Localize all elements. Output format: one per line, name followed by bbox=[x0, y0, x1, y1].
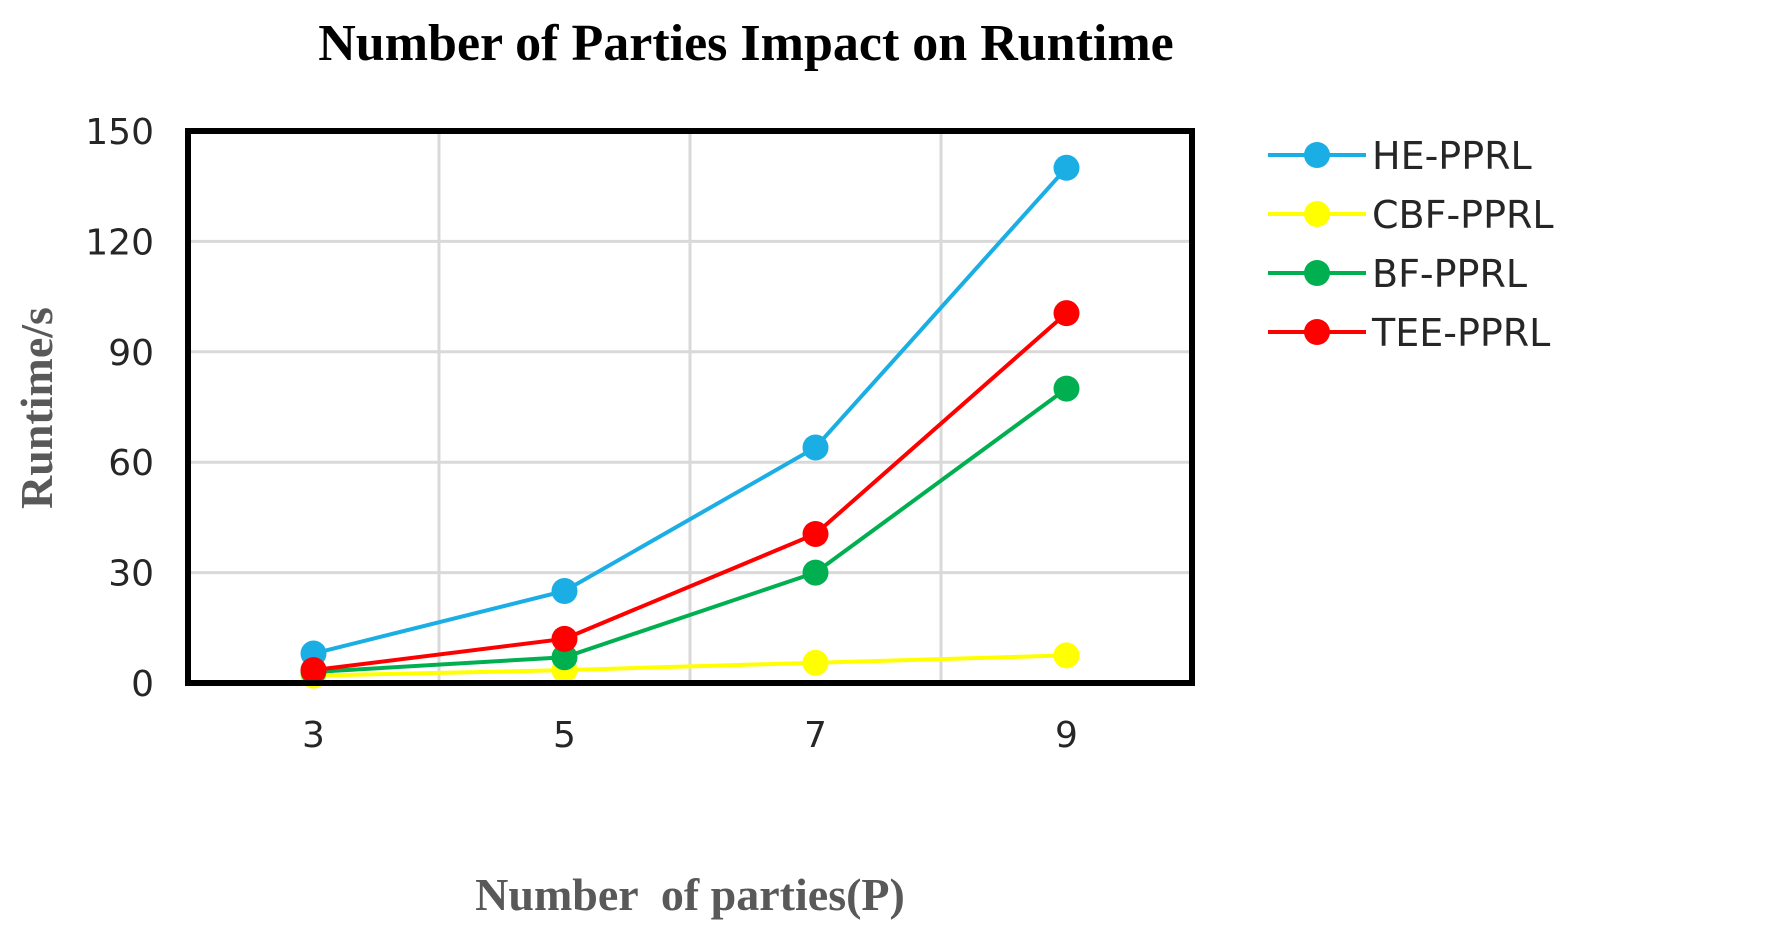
legend-item: BF-PPRL bbox=[1268, 252, 1527, 296]
legend-swatch-marker bbox=[1304, 319, 1330, 345]
legend-swatch-marker bbox=[1304, 142, 1330, 168]
data-point bbox=[300, 657, 327, 684]
legend-item: HE-PPRL bbox=[1268, 134, 1532, 178]
series-line bbox=[313, 166, 1068, 656]
series-line bbox=[313, 386, 1068, 674]
legend-label: TEE-PPRL bbox=[1371, 311, 1550, 355]
data-point bbox=[1053, 300, 1080, 327]
data-point bbox=[802, 520, 829, 547]
x-axis-title: Number of parties(P) bbox=[475, 869, 905, 920]
data-point bbox=[551, 578, 578, 604]
plot-frame bbox=[185, 128, 1195, 686]
y-tick-label: 90 bbox=[108, 333, 154, 374]
data-point bbox=[551, 644, 578, 671]
y-axis-ticks: 0 30 60 90 120 150 bbox=[85, 112, 154, 705]
data-point bbox=[1053, 642, 1080, 669]
x-tick-label: 5 bbox=[553, 715, 576, 756]
x-tick-label: 3 bbox=[302, 715, 325, 756]
data-point bbox=[551, 625, 578, 652]
series-line bbox=[313, 311, 1068, 673]
series-line bbox=[313, 653, 1067, 678]
y-tick-label: 150 bbox=[85, 112, 154, 153]
legend-swatch-marker bbox=[1304, 201, 1330, 227]
legend-label: HE-PPRL bbox=[1372, 134, 1532, 178]
data-point bbox=[802, 559, 829, 586]
legend: HE-PPRL CBF-PPRL BF-PPRL TEE-PPRL bbox=[1268, 134, 1554, 355]
y-tick-label: 0 bbox=[131, 664, 154, 705]
data-point bbox=[802, 434, 829, 461]
legend-item: TEE-PPRL bbox=[1268, 311, 1550, 355]
legend-label: BF-PPRL bbox=[1372, 252, 1527, 296]
data-point bbox=[1053, 154, 1080, 181]
legend-swatch-marker bbox=[1304, 260, 1330, 286]
y-tick-label: 60 bbox=[108, 443, 154, 484]
y-axis-title: Runtime/s bbox=[11, 307, 62, 509]
data-point bbox=[802, 649, 829, 676]
legend-label: CBF-PPRL bbox=[1372, 193, 1554, 237]
y-tick-label: 120 bbox=[85, 222, 154, 263]
series-tee-pprl bbox=[300, 300, 1080, 684]
x-tick-label: 7 bbox=[804, 715, 827, 756]
chart-title: Number of Parties Impact on Runtime bbox=[318, 15, 1174, 72]
x-tick-label: 9 bbox=[1055, 715, 1078, 756]
y-tick-label: 30 bbox=[108, 554, 154, 595]
x-axis-ticks: 3 5 7 9 bbox=[302, 715, 1078, 756]
series-lines bbox=[300, 154, 1080, 689]
data-point bbox=[1053, 375, 1080, 402]
legend-item: CBF-PPRL bbox=[1268, 193, 1554, 237]
